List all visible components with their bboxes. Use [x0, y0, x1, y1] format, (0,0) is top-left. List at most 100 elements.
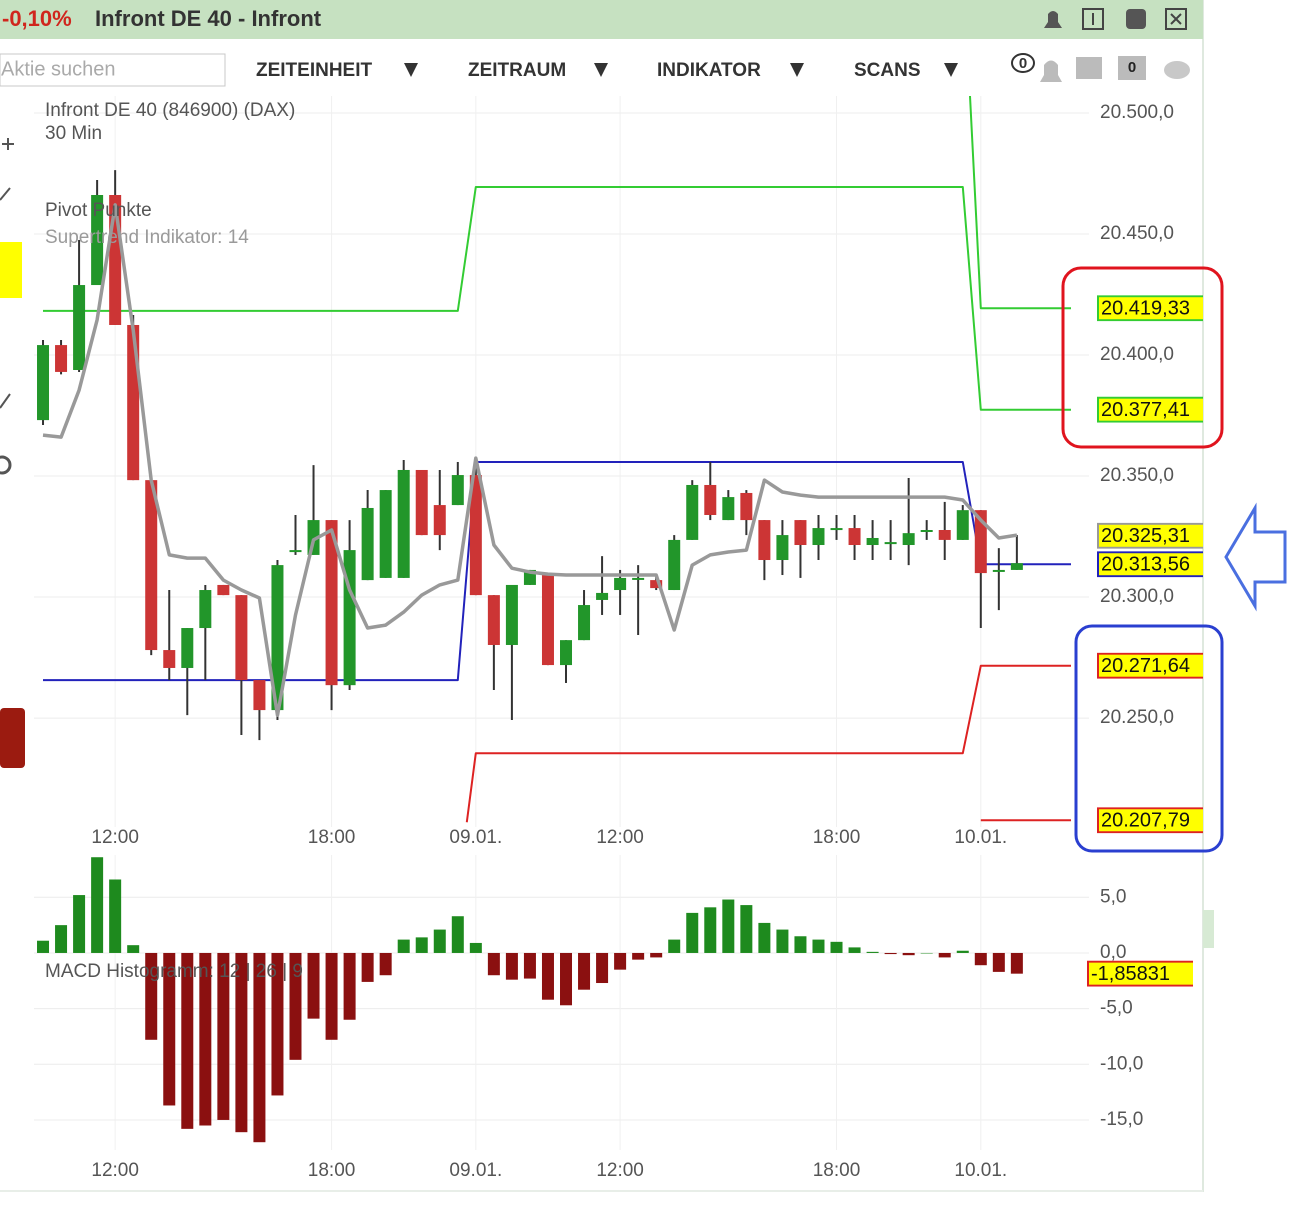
- histogram-bar: [722, 899, 735, 953]
- histogram-bar: [956, 950, 969, 953]
- candle-body: [469, 475, 482, 596]
- histogram-bar: [992, 952, 1005, 972]
- candle-body: [668, 539, 681, 591]
- pivot-line: [969, 96, 1071, 310]
- cloud-icon[interactable]: [1164, 61, 1190, 79]
- y-tick-label: 20.450,0: [1100, 223, 1174, 244]
- circle-tool[interactable]: [0, 455, 12, 475]
- price-label: 20.377,41: [1097, 396, 1203, 423]
- chart-subtitle: 30 Min: [45, 123, 102, 144]
- candle-body: [704, 484, 717, 515]
- layout-button[interactable]: [1082, 8, 1104, 30]
- bell-icon[interactable]: [1044, 11, 1062, 28]
- histogram-bar: [776, 929, 789, 953]
- close-button[interactable]: [1165, 8, 1187, 30]
- histogram-bar: [379, 952, 392, 976]
- candle-body: [541, 575, 554, 666]
- histogram-bar: [974, 952, 987, 966]
- histogram-bar: [632, 952, 645, 960]
- menu-scans[interactable]: SCANS: [854, 60, 921, 81]
- plot-area: [37, 96, 1071, 823]
- histogram-bar: [686, 912, 699, 953]
- candle-body: [722, 497, 735, 521]
- candle-body: [361, 507, 374, 581]
- list-icon[interactable]: [1076, 57, 1102, 79]
- candle-body: [253, 680, 266, 711]
- price-label-box: [1097, 295, 1203, 322]
- histogram-bar: [145, 952, 158, 1040]
- histogram-bar: [271, 952, 284, 1096]
- candle-body: [578, 605, 591, 641]
- histogram-bar: [938, 952, 951, 958]
- x-tick-label: 12:00: [596, 827, 644, 848]
- scrollbar[interactable]: [1203, 910, 1214, 948]
- minimize-button[interactable]: [1126, 9, 1146, 29]
- line-tool[interactable]: [0, 187, 11, 201]
- sidebar-tools: [0, 138, 25, 768]
- candle-body: [776, 535, 789, 561]
- alert-icon[interactable]: [1040, 60, 1062, 83]
- price-label-text: 20.207,79: [1101, 810, 1190, 832]
- candle-body: [632, 577, 645, 580]
- histogram-bar: [73, 895, 86, 953]
- candle-body: [848, 528, 861, 546]
- histogram-bar: [812, 939, 825, 953]
- candle-body: [974, 510, 987, 574]
- price-label-box: [1097, 652, 1203, 679]
- candle-body: [433, 505, 446, 536]
- x-tick-label: 10.01.: [954, 827, 1007, 848]
- x-tick-label: 18:00: [813, 827, 861, 848]
- histogram-bar: [848, 947, 861, 953]
- plot-area: [37, 857, 1023, 1143]
- y-tick-label: 20.350,0: [1100, 465, 1174, 486]
- dropdown-arrow[interactable]: [594, 63, 608, 77]
- portfolio-badge: [1118, 56, 1146, 80]
- candle-body: [812, 528, 825, 546]
- histogram-bar: [343, 952, 356, 1020]
- delete-tool[interactable]: [0, 708, 25, 768]
- candle-body: [397, 469, 410, 578]
- price-label-text: 20.325,31: [1101, 525, 1190, 547]
- chart-title: Infront DE 40 (846900) (DAX): [45, 100, 295, 121]
- menu-indikator[interactable]: INDIKATOR: [657, 60, 761, 81]
- search-placeholder: Aktie suchen: [1, 58, 116, 80]
- pivot-line: [465, 664, 1071, 823]
- search-box[interactable]: [0, 53, 226, 87]
- candle-body: [181, 628, 194, 668]
- histogram-bar: [109, 879, 122, 953]
- histogram-bar: [37, 940, 50, 953]
- menu-zeitraum[interactable]: ZEITRAUM: [468, 60, 566, 81]
- candle-body: [235, 595, 248, 681]
- dropdown-arrow[interactable]: [944, 63, 958, 77]
- candle-body: [884, 542, 897, 545]
- price-label-text: 20.419,33: [1101, 297, 1190, 319]
- charts: 20.250,0 20.300,0 20.350,0 20.400,0 20.450,0…: [34, 96, 1203, 1181]
- histogram-bar: [469, 942, 482, 953]
- trend-tool[interactable]: [0, 393, 11, 409]
- change-percent: -0,10%: [2, 6, 72, 31]
- price-label-text: 20.271,64: [1101, 655, 1190, 677]
- alert-badge: [1011, 53, 1035, 73]
- x-tick-label: 18:00: [308, 827, 356, 848]
- menu-zeiteinheit[interactable]: ZEITEINHEIT: [256, 60, 373, 81]
- y-tick-label: 0,0: [1100, 942, 1126, 963]
- y-tick-label: -5,0: [1100, 998, 1133, 1019]
- y-tick-label: -10,0: [1100, 1053, 1143, 1074]
- crosshair-tool[interactable]: [2, 138, 14, 150]
- histogram-bar: [758, 922, 771, 953]
- candle-body: [686, 484, 699, 540]
- dropdown-arrow[interactable]: [790, 63, 804, 77]
- histogram-bar: [217, 952, 230, 1120]
- x-tick-label: 09.01.: [449, 1160, 502, 1181]
- candle-body: [740, 492, 753, 521]
- candle-body: [199, 590, 212, 629]
- candle-body: [866, 537, 879, 546]
- histogram-bar: [668, 939, 681, 953]
- pivot-tool[interactable]: [0, 242, 22, 298]
- dropdown-arrow[interactable]: [404, 63, 418, 77]
- candle-body: [902, 533, 915, 546]
- candle-body: [451, 475, 464, 506]
- supertrend-line: [42, 203, 1018, 717]
- histogram-bar: [361, 952, 374, 982]
